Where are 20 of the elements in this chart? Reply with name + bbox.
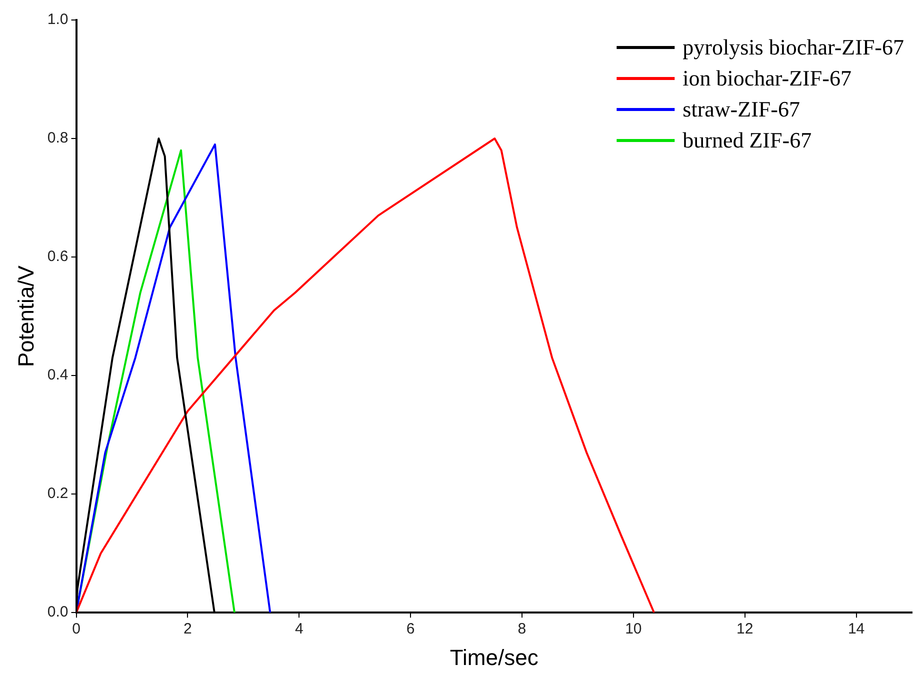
x-tick-label: 2: [184, 620, 192, 638]
x-tick-label: 8: [518, 620, 526, 638]
y-tick-label: 0.0: [47, 604, 68, 621]
legend-label: pyrolysis biochar-ZIF-67: [682, 34, 904, 60]
x-tick-label: 0: [72, 620, 80, 638]
x-tick-label: 6: [406, 620, 415, 638]
x-tick-label: 10: [625, 620, 642, 638]
y-tick-label: 0.6: [47, 248, 68, 266]
legend-label: ion biochar-ZIF-67: [682, 65, 852, 90]
legend-label: straw-ZIF-67: [682, 96, 800, 122]
legend-label: burned ZIF-67: [682, 127, 812, 152]
y-tick-label: 1.0: [47, 11, 68, 28]
y-tick-label: 0.2: [47, 485, 68, 502]
x-tick-label: 12: [736, 620, 754, 638]
y-axis-title: Potentia/V: [13, 265, 38, 368]
y-tick-label: 0.4: [47, 366, 68, 384]
x-tick-label: 14: [848, 620, 865, 638]
y-tick-label: 0.8: [47, 130, 68, 147]
x-axis-title: Time/sec: [450, 644, 538, 670]
x-tick-label: 4: [294, 620, 304, 638]
